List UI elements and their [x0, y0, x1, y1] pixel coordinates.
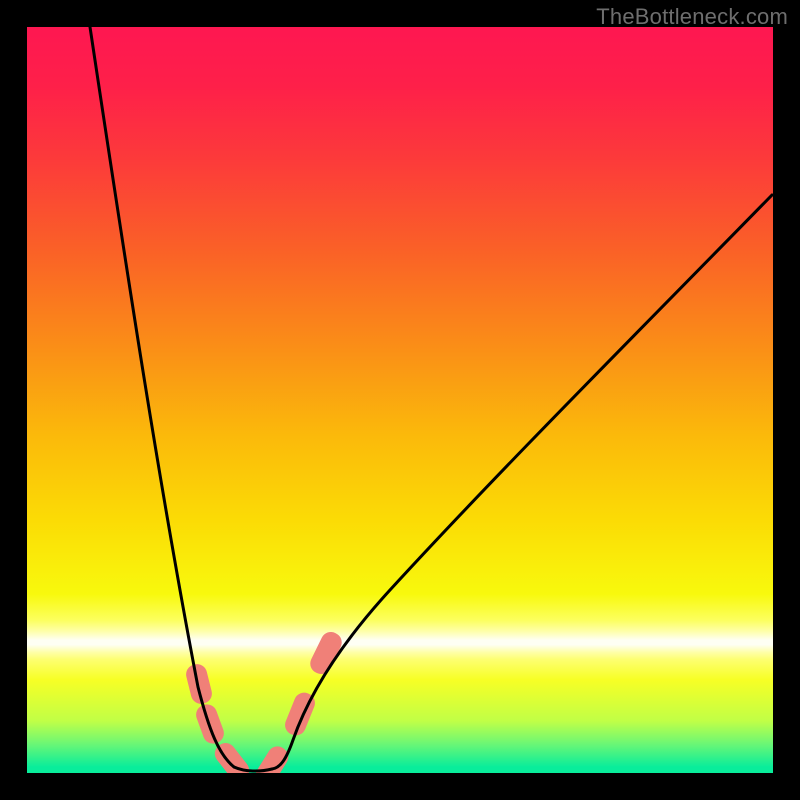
gradient-background — [27, 27, 773, 773]
chart-svg — [0, 0, 800, 800]
chart-stage: TheBottleneck.com — [0, 0, 800, 800]
attribution-text: TheBottleneck.com — [596, 4, 788, 30]
